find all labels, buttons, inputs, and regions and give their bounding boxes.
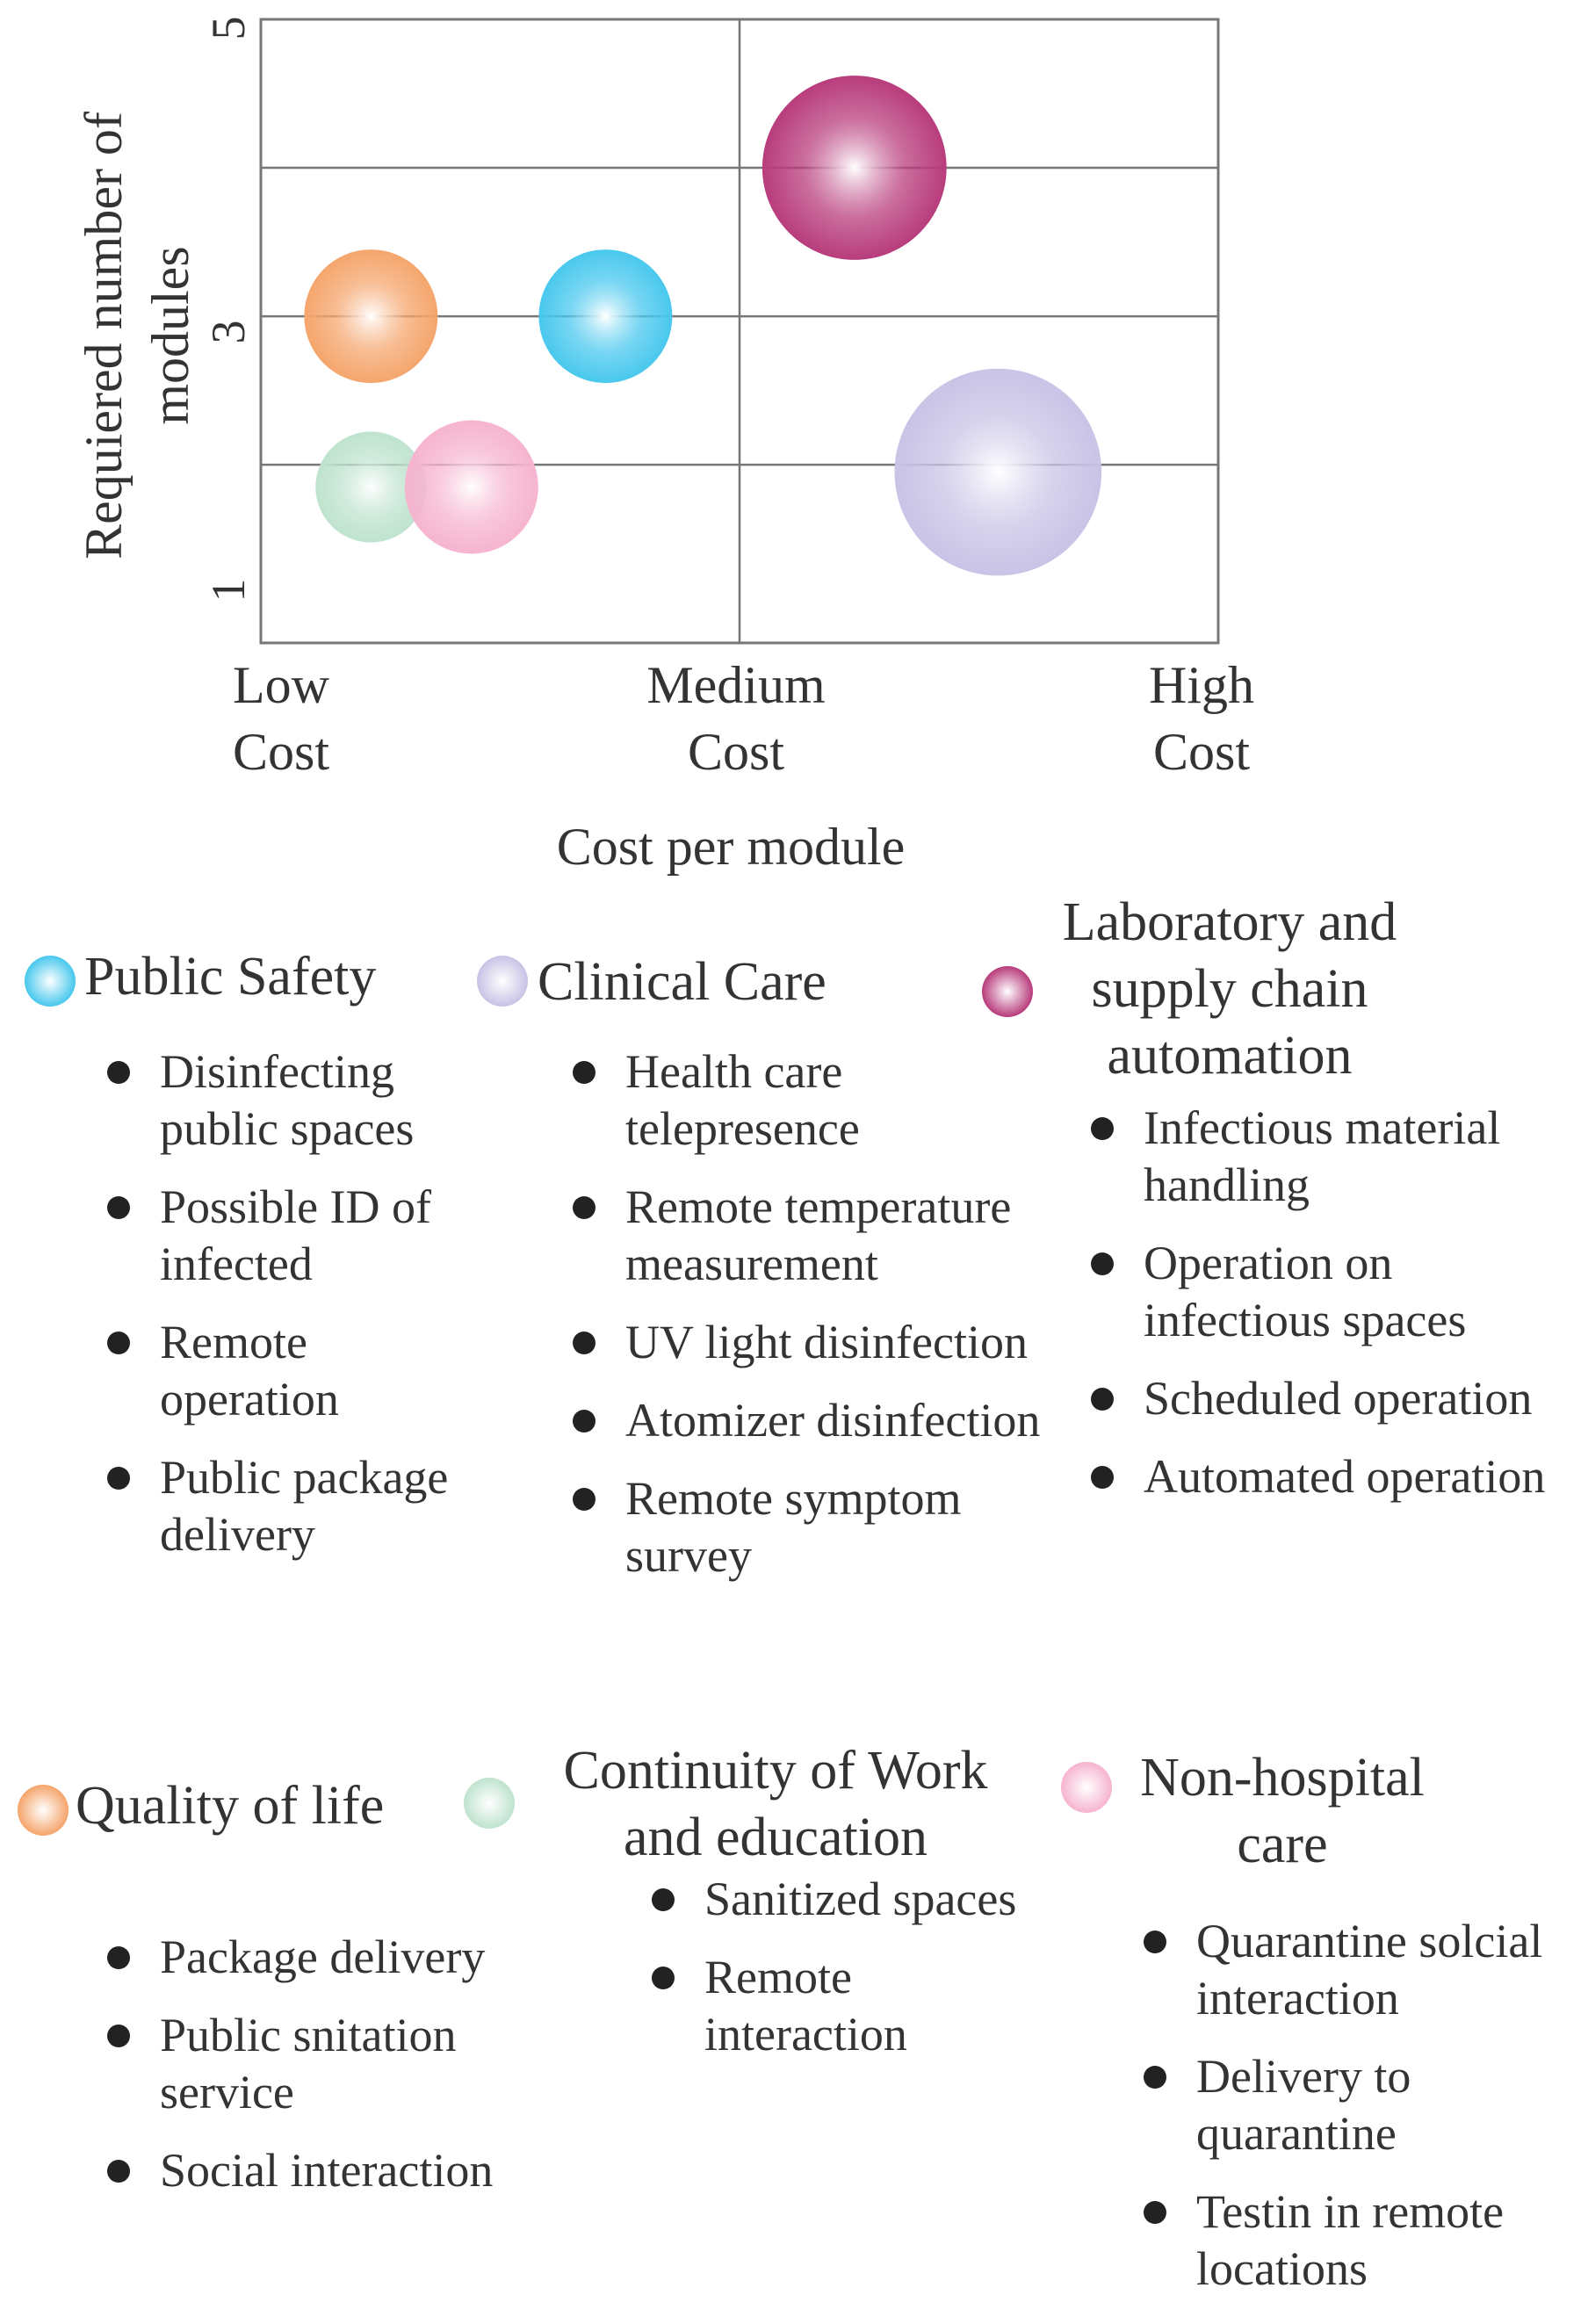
- legend-icon-non-hospital: [1061, 1762, 1112, 1813]
- legend-title-quality-of-life: Quality of life: [76, 1776, 385, 1836]
- legend-icon-laboratory: [982, 966, 1033, 1017]
- legend-title-continuity: Continuity of Work and education: [563, 1741, 988, 1867]
- bubble-continuity-of-work-and-education: [315, 431, 427, 543]
- x-tick-label: Medium Cost: [646, 656, 825, 781]
- bubble-non-hospital-care: [404, 420, 538, 554]
- legend-item: UV light disinfection: [573, 1314, 1047, 1371]
- legend-item: Atomizer disinfection: [573, 1392, 1047, 1449]
- legend-item: Scheduled operation: [1091, 1370, 1548, 1427]
- legend-item: Remote temperature measurement: [573, 1179, 1047, 1293]
- x-axis-label: Cost per module: [557, 818, 906, 876]
- legend-items-public-safety: Disinfecting public spaces Possible ID of…: [107, 1043, 476, 1584]
- legend-item: Remote symptom survey: [573, 1470, 1047, 1584]
- legend-items-laboratory: Infectious material handling Operation on…: [1091, 1100, 1548, 1526]
- y-tick-label: 1: [202, 579, 255, 603]
- legend-items-quality-of-life: Package delivery Public snitation service…: [107, 1929, 511, 2220]
- legend-item: Public package delivery: [107, 1449, 476, 1563]
- legend-icon-clinical-care: [477, 956, 528, 1007]
- legend-item: Public snitation service: [107, 2007, 511, 2121]
- bubble-clinical-care: [894, 368, 1102, 576]
- y-axis-label-line: Requiered number of: [75, 112, 133, 559]
- legend-title-laboratory: Laboratory and supply chain automation: [1062, 892, 1397, 1086]
- legend-item: Operation on infectious spaces: [1091, 1235, 1548, 1349]
- legend-title-public-safety: Public Safety: [84, 947, 377, 1007]
- legend-item: Infectious material handling: [1091, 1100, 1548, 1214]
- legend-item: Disinfecting public spaces: [107, 1043, 476, 1158]
- x-tick-label-line: Cost: [233, 723, 329, 781]
- x-tick-label: Low Cost: [233, 656, 330, 781]
- legend-title-non-hospital: Non-hospital care: [1140, 1748, 1425, 1874]
- x-tick-label-line: Low: [233, 656, 330, 714]
- bubble-quality-of-life: [304, 249, 438, 384]
- legend-item: Testin in remote locations: [1144, 2183, 1583, 2298]
- legend-items-continuity: Sanitized spaces Remote interaction: [652, 1871, 1021, 2084]
- x-tick-label-line: High: [1149, 656, 1254, 714]
- legend-icon-continuity: [464, 1778, 515, 1829]
- y-axis-label-line: modules: [141, 246, 199, 424]
- legend-item: Possible ID of infected: [107, 1179, 476, 1293]
- bubble-public-safety: [538, 249, 673, 384]
- legend-item: Remote operation: [107, 1314, 476, 1428]
- x-tick-label-line: Cost: [688, 723, 784, 781]
- legend-icon-public-safety: [25, 956, 76, 1007]
- legend-title-clinical-care: Clinical Care: [538, 952, 826, 1012]
- y-tick-label: 5: [202, 17, 255, 40]
- bubble-laboratory-and-supply-chain-automation: [762, 76, 947, 260]
- x-tick-label-line: Cost: [1153, 723, 1250, 781]
- legend-item: Delivery to quarantine: [1144, 2048, 1583, 2162]
- legend-icon-quality-of-life: [18, 1785, 69, 1836]
- legend-items-clinical-care: Health care telepresence Remote temperatu…: [573, 1043, 1047, 1606]
- legend-item: Sanitized spaces: [652, 1871, 1021, 1928]
- x-tick-label-line: Medium: [646, 656, 825, 714]
- legend-item: Automated operation: [1091, 1448, 1548, 1505]
- legend-item: Quarantine solcial interaction: [1144, 1913, 1583, 2027]
- legend-item: Package delivery: [107, 1929, 511, 1986]
- legend-item: Health care telepresence: [573, 1043, 1047, 1158]
- legend-item: Social interaction: [107, 2142, 511, 2199]
- y-tick-label: 3: [202, 321, 255, 344]
- legend-item: Remote interaction: [652, 1949, 1021, 2063]
- y-axis-label: Requiered number of modules: [75, 112, 199, 559]
- x-tick-label: High Cost: [1149, 656, 1254, 781]
- legend-items-non-hospital: Quarantine solcial interaction Delivery t…: [1144, 1913, 1583, 2319]
